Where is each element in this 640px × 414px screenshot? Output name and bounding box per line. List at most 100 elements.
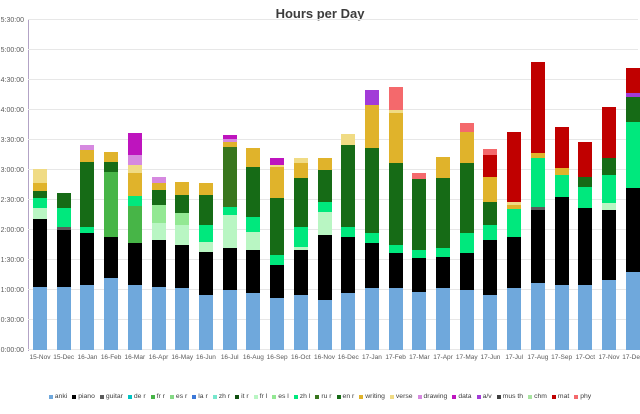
bar-segment-anki[interactable] [127, 285, 142, 350]
bar-segment-writing[interactable] [317, 158, 332, 170]
bar-segment-zh-l[interactable] [412, 250, 427, 258]
legend-item-mus-th[interactable]: mus th [496, 393, 523, 401]
bar-segment-piano[interactable] [317, 235, 332, 300]
bar-segment-writing[interactable] [222, 142, 237, 147]
bar-segment-phy[interactable] [459, 123, 474, 132]
bar-segment-zh-l[interactable] [436, 248, 451, 257]
bar-segment-zh-l[interactable] [578, 187, 593, 208]
bar-segment-zh-l[interactable] [602, 175, 617, 203]
bar-segment-en-r[interactable] [625, 97, 640, 122]
bar-segment-piano[interactable] [412, 258, 427, 292]
bar-segment-writing[interactable] [80, 150, 95, 162]
bar-segment-anki[interactable] [56, 287, 71, 350]
bar-segment-fr-l[interactable] [293, 247, 308, 250]
legend-item-es-r[interactable]: es r [169, 393, 187, 401]
bar-segment-piano[interactable] [127, 243, 142, 285]
bar-segment-mat[interactable] [554, 127, 569, 168]
bar-segment-en-r[interactable] [270, 198, 285, 255]
bar-segment-anki[interactable] [293, 295, 308, 350]
bar-segment-drawing[interactable] [222, 139, 237, 142]
legend-item-zh-r[interactable]: zh r [212, 393, 230, 401]
legend-item-chm[interactable]: chm [528, 393, 547, 401]
bar-segment-anki[interactable] [175, 288, 190, 350]
bar-segment-en-r[interactable] [317, 170, 332, 202]
bar-segment-es-l[interactable] [175, 213, 190, 225]
legend-item-fr-l[interactable]: fr l [253, 393, 267, 401]
bar-segment-mat[interactable] [530, 62, 545, 153]
bar-segment-en-r[interactable] [293, 178, 308, 227]
bar-segment-zh-l[interactable] [222, 207, 237, 215]
bar-segment-fr-r[interactable] [104, 172, 119, 237]
bar-segment-piano[interactable] [151, 240, 166, 287]
bar-segment-en-r[interactable] [80, 162, 95, 227]
bar-segment-piano[interactable] [436, 257, 451, 288]
bar-segment-piano[interactable] [293, 250, 308, 295]
bar-segment-anki[interactable] [507, 288, 522, 350]
bar-segment-piano[interactable] [483, 240, 498, 295]
bar-segment-writing[interactable] [483, 177, 498, 202]
bar-segment-fr-l[interactable] [317, 212, 332, 235]
bar-segment-writing[interactable] [459, 132, 474, 163]
legend-item-drawing[interactable]: drawing [417, 393, 447, 401]
legend-item-a-v[interactable]: a/v [476, 393, 492, 401]
bar-segment-phy[interactable] [388, 87, 403, 110]
bar-segment-zh-l[interactable] [33, 198, 47, 208]
bar-segment-en-r[interactable] [578, 177, 593, 187]
bar-segment-piano[interactable] [222, 248, 237, 290]
legend-item-piano[interactable]: piano [72, 393, 95, 401]
legend-item-la-r[interactable]: la r [192, 393, 208, 401]
bar-segment-en-r[interactable] [388, 163, 403, 245]
bar-segment-writing[interactable] [507, 205, 522, 209]
bar-segment-drawing[interactable] [80, 145, 95, 150]
bar-segment-verse[interactable] [33, 169, 47, 183]
bar-segment-anki[interactable] [483, 295, 498, 350]
bar-segment-drawing[interactable] [127, 155, 142, 165]
bar-segment-guitar[interactable] [530, 207, 545, 210]
legend-item-de-r[interactable]: de r [127, 393, 146, 401]
bar-segment-piano[interactable] [602, 210, 617, 280]
bar-segment-fr-l[interactable] [222, 215, 237, 248]
bar-segment-data[interactable] [222, 135, 237, 139]
bar-segment-writing[interactable] [151, 183, 166, 190]
bar-segment-anki[interactable] [412, 292, 427, 350]
legend-item-zh-l[interactable]: zh l [293, 393, 310, 401]
bar-segment-anki[interactable] [602, 280, 617, 350]
bar-segment-writing[interactable] [530, 153, 545, 158]
bar-segment-mat[interactable] [483, 155, 498, 177]
bar-segment-fr-r[interactable] [127, 206, 142, 243]
bar-segment-a-v[interactable] [625, 93, 640, 97]
bar-segment-zh-l[interactable] [364, 233, 379, 243]
bar-segment-piano[interactable] [341, 237, 356, 293]
bar-segment-piano[interactable] [270, 265, 285, 298]
bar-segment-zh-l[interactable] [56, 208, 71, 227]
bar-segment-mat[interactable] [578, 142, 593, 177]
bar-segment-anki[interactable] [625, 272, 640, 350]
bar-segment-mat[interactable] [625, 68, 640, 93]
legend-item-es-l[interactable]: es l [272, 393, 289, 401]
bar-segment-anki[interactable] [364, 288, 379, 350]
bar-segment-piano[interactable] [507, 237, 522, 288]
bar-segment-zh-l[interactable] [388, 245, 403, 253]
legend-item-fr-r[interactable]: fr r [150, 393, 165, 401]
bar-segment-writing[interactable] [554, 168, 569, 175]
bar-segment-anki[interactable] [151, 287, 166, 350]
bar-segment-en-r[interactable] [459, 163, 474, 233]
bar-segment-zh-l[interactable] [459, 233, 474, 253]
bar-segment-fr-l[interactable] [198, 242, 213, 252]
bar-segment-anki[interactable] [436, 288, 451, 350]
bar-segment-piano[interactable] [364, 243, 379, 288]
legend-item-verse[interactable]: verse [389, 393, 413, 401]
bar-segment-en-r[interactable] [33, 191, 47, 198]
bar-segment-zh-l[interactable] [530, 158, 545, 207]
bar-segment-anki[interactable] [222, 290, 237, 350]
bar-segment-mat[interactable] [507, 132, 522, 202]
bar-segment-writing[interactable] [127, 173, 142, 196]
bar-segment-piano[interactable] [530, 210, 545, 283]
bar-segment-anki[interactable] [104, 278, 119, 350]
bar-segment-verse[interactable] [341, 134, 356, 145]
bar-segment-a-v[interactable] [364, 90, 379, 105]
legend-item-mat[interactable]: mat [551, 393, 569, 401]
bar-segment-anki[interactable] [554, 285, 569, 350]
bar-segment-writing[interactable] [270, 167, 285, 198]
bar-segment-writing[interactable] [436, 157, 451, 178]
